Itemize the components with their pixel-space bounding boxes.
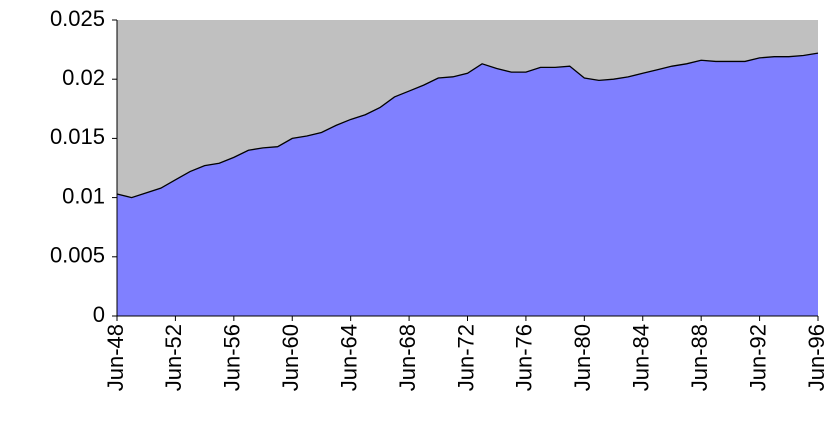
y-tick-label: 0.025 [50,6,105,31]
x-tick-label: Jun-76 [512,324,537,391]
x-tick-label: Jun-52 [161,324,186,391]
x-tick-label: Jun-72 [453,324,478,391]
x-tick-label: Jun-88 [687,324,712,391]
y-tick-label: 0 [93,302,105,327]
x-tick-label: Jun-80 [570,324,595,391]
x-tick-label: Jun-56 [220,324,245,391]
x-tick-label: Jun-84 [629,324,654,391]
area-line [116,52,819,199]
y-tick-label: 0.015 [50,124,105,149]
y-tick-label: 0.005 [50,243,105,268]
x-tick-label: Jun-92 [745,324,770,391]
x-tick-label: Jun-96 [804,324,829,391]
x-tick-label: Jun-60 [278,324,303,391]
x-tick-label: Jun-48 [103,324,128,391]
x-tick-label: Jun-64 [336,324,361,391]
y-tick-label: 0.01 [62,183,105,208]
area [117,53,818,316]
y-tick-label: 0.02 [62,65,105,90]
x-tick-label: Jun-68 [395,324,420,391]
